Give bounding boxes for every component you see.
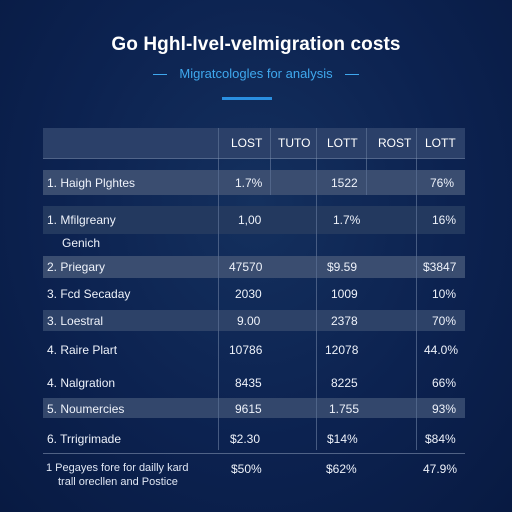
table-cell: 1522 [331,176,358,190]
table-cell: 1,00 [238,213,262,227]
table-cell: $2.30 [230,432,261,446]
column-header: ROST [378,136,412,150]
subtitle-row: Migratcologles for analysis [0,66,512,81]
table-row-band [43,170,465,195]
footnote-line: 1 Pegayes fore for dailly kard [46,462,189,474]
row-label: 2. Priegary [47,260,106,274]
table-cell: 8225 [331,376,358,390]
subtitle-right-dash [345,74,360,76]
row-sublabel: Genich [62,236,101,250]
table-cell: 70% [432,314,457,328]
table-cell: 66% [432,376,457,390]
column-divider [316,128,317,450]
footnote-value: $62% [326,462,357,476]
table-cell: 2378 [331,314,358,328]
table-cell: $84% [425,432,456,446]
table-row-band [43,398,465,418]
table-cell: $9.59 [327,260,358,274]
table-cell: 1.7% [235,176,263,190]
column-header: LOTT [327,136,358,150]
table-cell: 16% [432,213,457,227]
table-cell: 9615 [235,402,262,416]
row-label: 3. Fcd Secaday [47,287,131,301]
row-label: 1. Mfilgreany [47,213,116,227]
table-cell: 10786 [229,343,263,357]
table-cell: 8435 [235,376,262,390]
table-cell: 93% [432,402,457,416]
table-cell: 47570 [229,260,263,274]
table-cell: 1.7% [333,213,361,227]
column-divider [270,128,271,195]
footnote-line: trall orecllen and Postice [58,476,178,488]
table-cell: 10% [432,287,457,301]
table-cell: 12078 [325,343,359,357]
table-cell: 1.755 [329,402,360,416]
table-cell: $3847 [423,260,457,274]
table-cell: 2030 [235,287,262,301]
page-title: Go Hghl-lvel-velmigration costs [111,34,401,55]
column-divider [416,128,417,450]
table-header-rule [43,158,465,159]
accent-bar [222,97,272,100]
column-header: LOTT [425,136,456,150]
subtitle-left-dash [152,74,167,76]
column-divider [218,128,219,450]
footnote-value: 47.9% [423,462,458,476]
page-subtitle: Migratcologles for analysis [179,66,333,81]
table-cell: 1009 [331,287,358,301]
table-row-band [43,310,465,331]
row-label: 3. Loestral [47,314,104,328]
row-label: 1. Haigh Plghtes [47,176,136,190]
table-footer-rule [43,453,465,454]
row-label: 4. Nalgration [47,376,116,390]
column-header: LOST [231,136,263,150]
table-row-band [43,256,465,278]
table-cell: 76% [430,176,455,190]
footnote-value: $50% [231,462,262,476]
column-divider [366,128,367,195]
column-header: TUTO [278,136,311,150]
table-cell: 44.0% [424,343,459,357]
row-label: 5. Noumercies [47,402,125,416]
table-header-band [43,128,465,158]
table-row-band [43,206,465,234]
row-label: 4. Raire Plart [47,343,118,357]
row-label: 6. Trrigrimade [47,432,122,446]
table-cell: 9.00 [237,314,261,328]
table-cell: $14% [327,432,358,446]
